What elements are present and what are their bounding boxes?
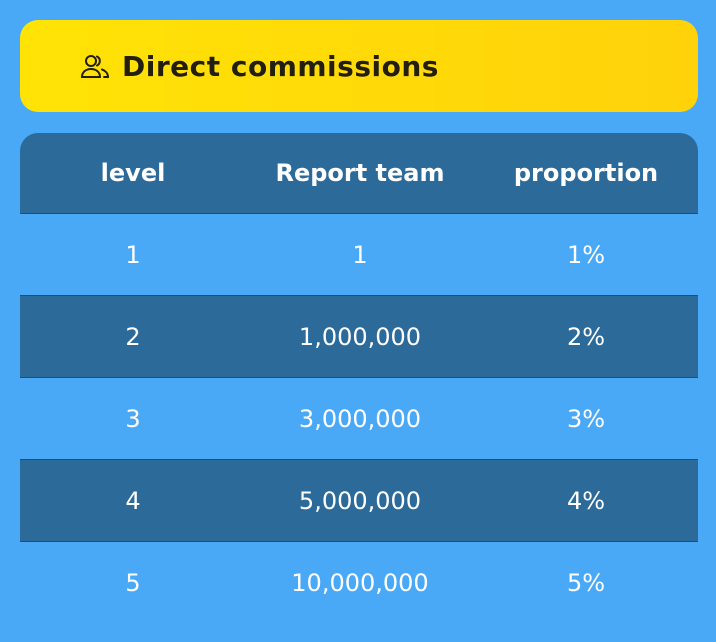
table-cell: 1%: [566, 240, 606, 269]
column-header: level: [100, 159, 166, 187]
table-cell: 5: [125, 569, 141, 597]
table-cell: 3: [125, 404, 141, 433]
table-row: 3 3,000,000 3%: [20, 378, 698, 460]
table-row: 2 1,000,000 2%: [20, 296, 698, 378]
table-cell: 2%: [566, 322, 606, 351]
table-cell: 1,000,000: [298, 322, 422, 351]
table-cell: 3,000,000: [298, 404, 422, 433]
header-row: level Report team proportion: [20, 133, 698, 214]
column-header: Report team: [275, 159, 445, 187]
team-icon: [80, 55, 110, 78]
table-cell: 10,000,000: [291, 569, 429, 597]
table-cell: 5,000,000: [298, 486, 422, 515]
table-row: 5 10,000,000 5%: [20, 542, 698, 624]
table-cell: 1: [125, 240, 141, 269]
table-row: 1 1 1%: [20, 214, 698, 296]
table-cell: 2: [125, 322, 141, 351]
table-cell: 1: [352, 240, 368, 269]
table-cell: 5%: [566, 569, 606, 597]
header-title: Direct commissions: [122, 49, 439, 83]
table-cell: 3%: [566, 404, 606, 433]
table-cell: 4: [125, 486, 141, 515]
column-header: proportion: [513, 159, 659, 187]
table-row: 4 5,000,000 4%: [20, 460, 698, 542]
commission-table: level Report team proportion 1 1 1% 2 1,000,000…: [20, 133, 698, 624]
header-banner: Direct commissions: [20, 20, 698, 112]
table-cell: 4%: [566, 486, 606, 515]
